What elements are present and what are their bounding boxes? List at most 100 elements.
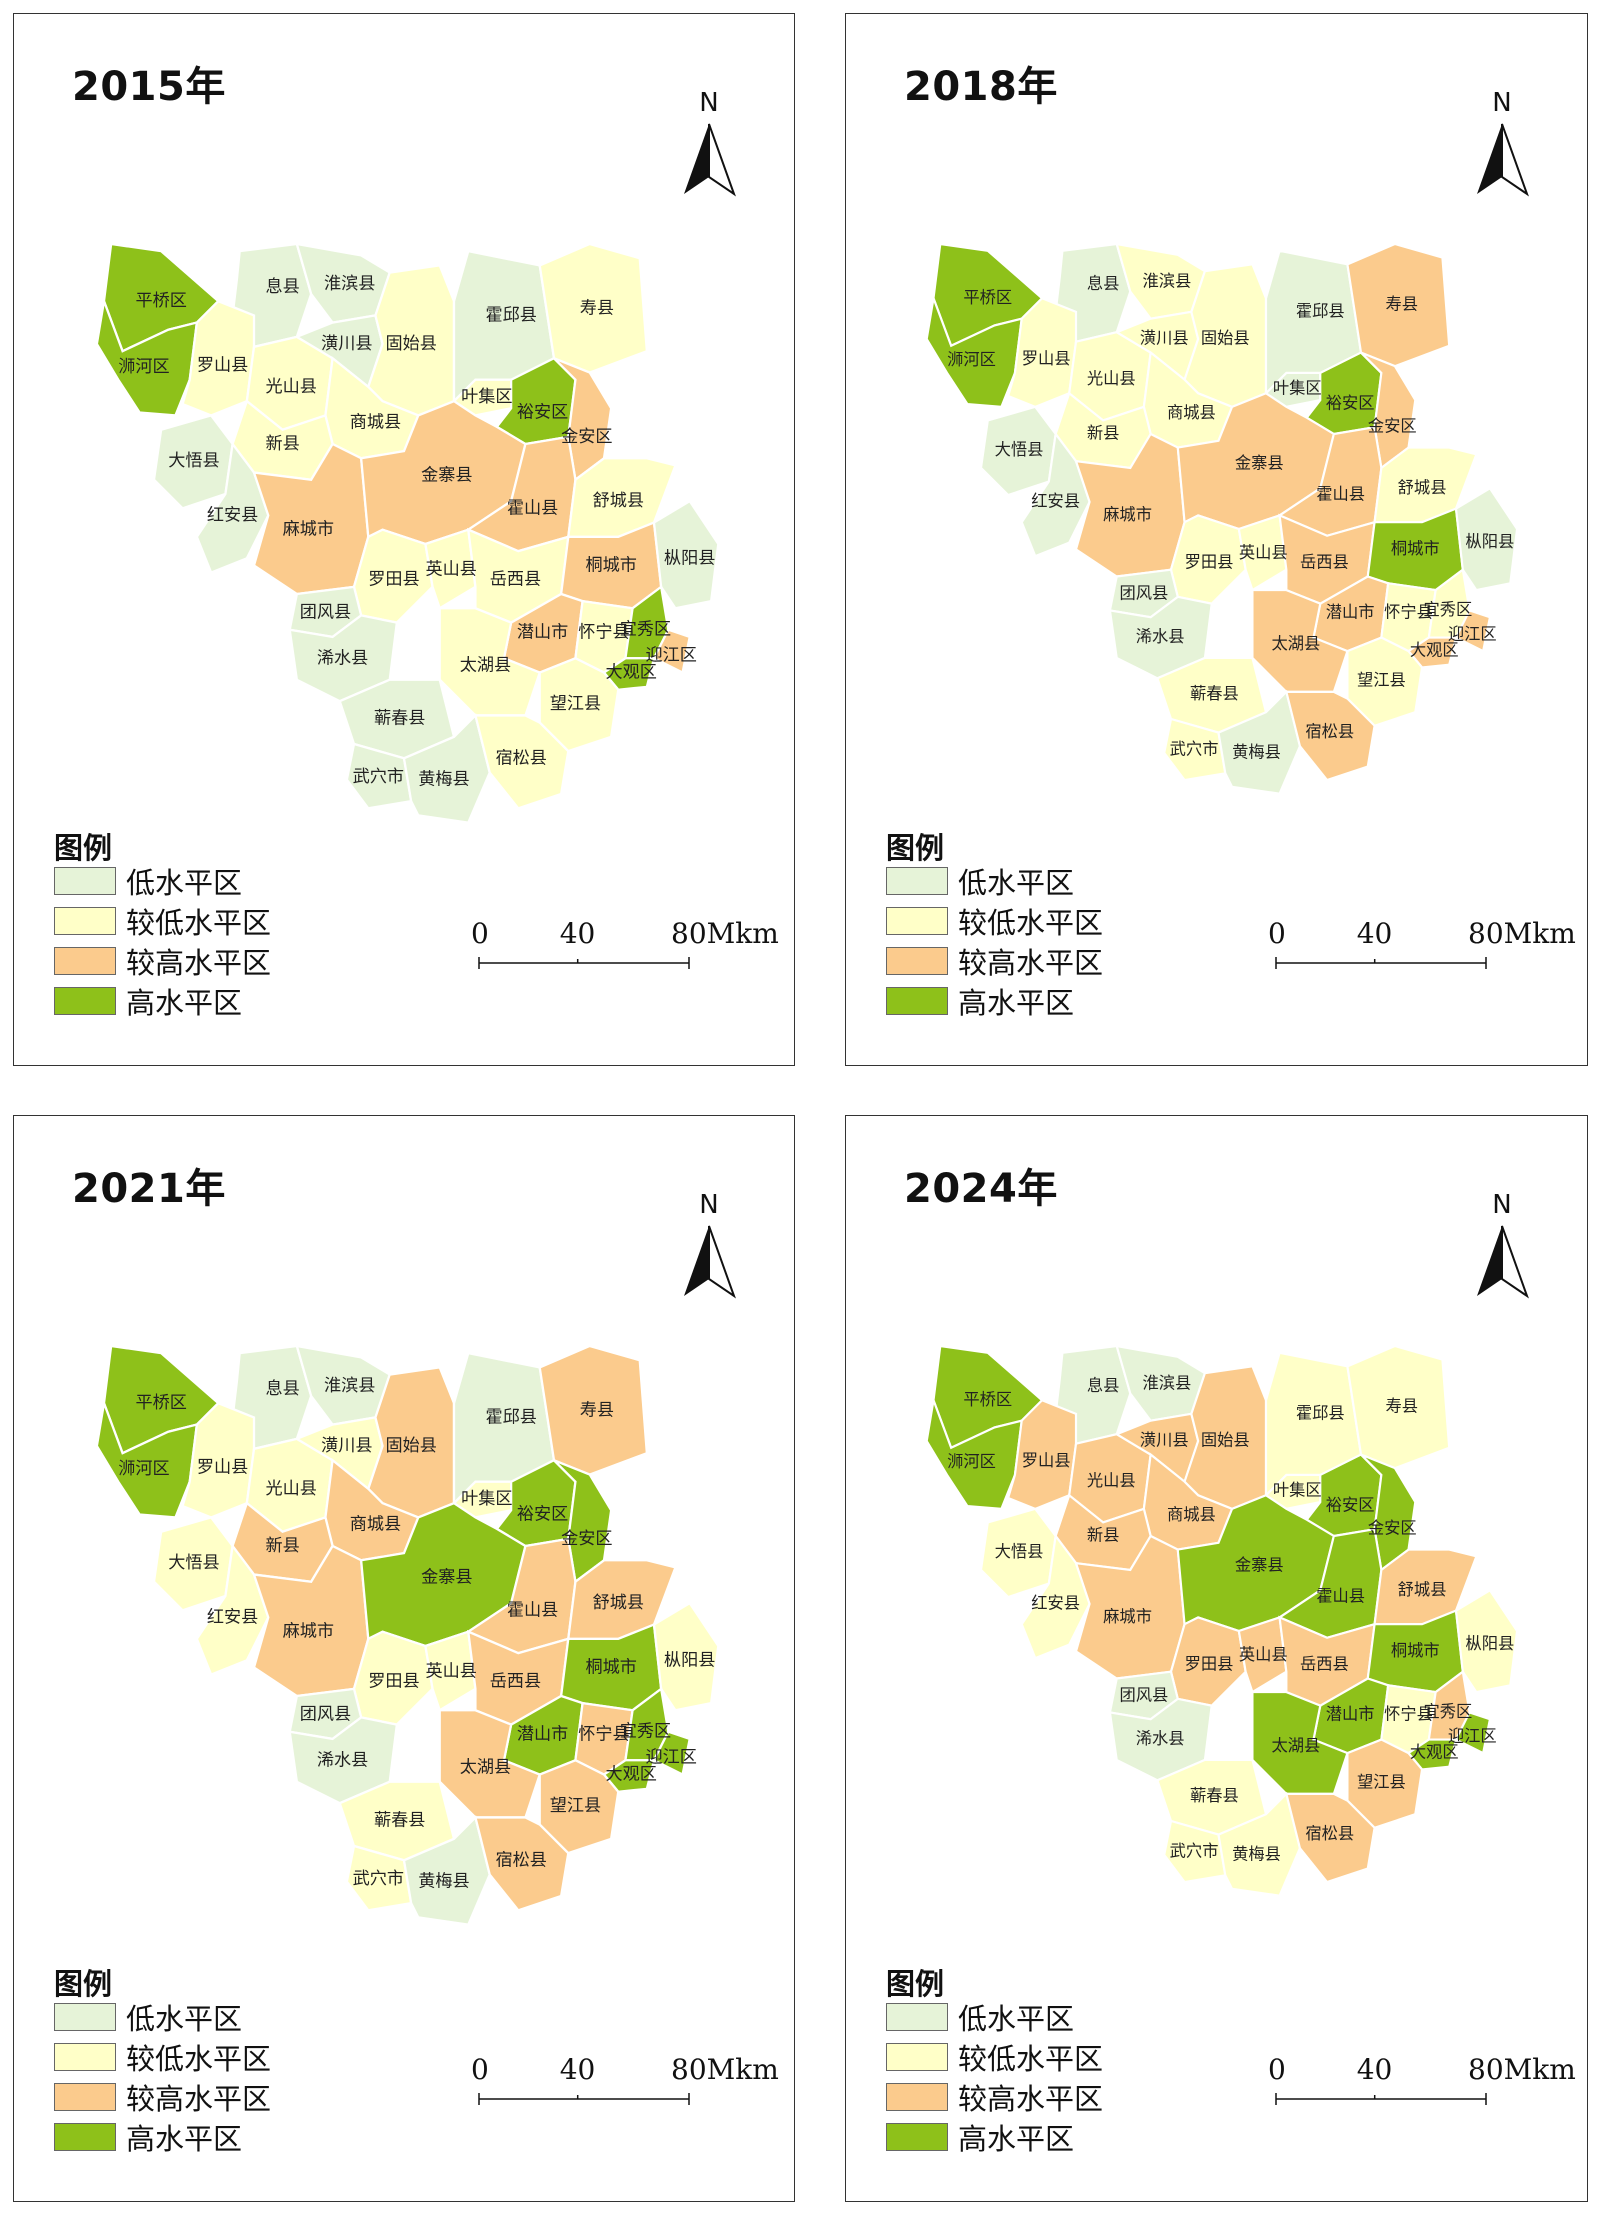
county-label: 金安区 [561,1529,612,1549]
county-label: 霍山县 [1316,1587,1365,1606]
north-label: N [699,1191,718,1220]
county-label: 霍邱县 [485,305,536,325]
county-label: 怀宁县 [1384,603,1433,622]
county-label: 新县 [1087,1526,1120,1545]
county-label: 桐城市 [585,1657,636,1677]
north-arrow-icon: N [1477,1191,1529,1299]
county-label: 大悟县 [995,1542,1044,1561]
county-label: 麻城市 [283,1622,334,1642]
county-label: 枞阳县 [1466,1634,1515,1653]
county-label: 武穴市 [353,1869,404,1889]
county-region-英山县 [1237,513,1288,592]
county-label: 光山县 [265,377,316,397]
county-label: 寿县 [1385,295,1418,314]
county-region-黄梅县 [1217,1791,1302,1897]
scale-tick-label: 40 [559,2053,596,2086]
legend-item-high: 高水平区 [886,985,1074,1020]
legend-label: 高水平区 [958,2122,1075,2156]
north-arrow-icon: N [684,89,736,197]
county-label: 英山县 [425,1662,476,1682]
county-label: 罗田县 [368,570,419,590]
map-year-title: 2024年 [904,1166,1058,1212]
county-label: 叶集区 [1273,379,1322,398]
county-region-浉河区 [925,294,1023,409]
county-label: 潜山市 [517,623,568,643]
county-label: 平桥区 [135,1393,186,1413]
map-panel-2015: 2015年 N 平桥区 浉河区 息县 淮滨县 罗山县 光山县 潢川县 固始县 霍邱县 寿县 叶集区 裕安区… [13,13,795,1066]
county-label: 霍邱县 [1296,301,1345,320]
county-label: 望江县 [550,694,601,714]
county-label: 岳西县 [1300,552,1349,571]
legend-label: 较低水平区 [958,906,1104,940]
county-label: 大观区 [1410,1743,1459,1762]
county-label: 潢川县 [1140,329,1189,348]
county-label: 金寨县 [421,1567,472,1587]
county-label: 寿县 [1385,1397,1418,1416]
county-label: 红安县 [1031,1593,1080,1612]
county-label: 罗田县 [1185,1654,1234,1673]
legend-swatch [886,867,948,895]
county-label: 裕安区 [1326,1496,1375,1515]
legend-swatch [886,2043,948,2071]
county-label: 金寨县 [1235,1555,1284,1574]
county-label: 商城县 [350,413,401,433]
legend-title: 图例 [886,831,945,865]
county-label: 红安县 [207,505,258,525]
county-label: 舒城县 [593,491,644,511]
legend-label: 低水平区 [958,2002,1075,2036]
county-region-枞阳县 [1454,1588,1519,1694]
county-label: 裕安区 [517,403,568,423]
legend-label: 较低水平区 [958,2042,1104,2076]
scale-tick-label: 0 [471,2053,489,2086]
county-label: 大观区 [605,1765,656,1785]
county-region-黄梅县 [402,1815,491,1926]
county-label: 浠水县 [317,648,368,668]
north-label: N [699,89,718,118]
county-region-武穴市 [1163,717,1227,782]
county-label: 潜山市 [1326,1705,1375,1724]
county-label: 红安县 [1031,491,1080,510]
legend-item-low: 低水平区 [54,2001,242,2036]
legend-label: 较低水平区 [126,906,272,940]
county-region-枞阳县 [652,499,720,610]
county-label: 平桥区 [963,1390,1012,1409]
county-label: 罗田县 [1185,552,1234,571]
legend-label: 低水平区 [126,866,243,900]
county-label: 金安区 [1368,1519,1417,1538]
county-label: 英山县 [1239,1645,1288,1664]
county-label: 蕲春县 [1190,1786,1239,1805]
map-year-title: 2021年 [72,1166,226,1212]
legend-swatch [54,2003,116,2031]
county-label: 固始县 [385,334,436,354]
county-label: 罗田县 [368,1672,419,1692]
legend-title: 图例 [54,831,113,865]
county-label: 罗山县 [197,355,248,375]
county-region-迎江区 [652,1730,692,1777]
legend-item-low: 低水平区 [886,2001,1074,2036]
county-label: 宿松县 [1305,1824,1354,1843]
county-region-浠水县 [1108,1697,1213,1782]
county-label: 岳西县 [490,1672,541,1692]
legend-item-low: 低水平区 [886,865,1074,900]
legend-item-high: 高水平区 [886,2121,1074,2156]
county-label: 迎江区 [1448,624,1497,643]
county-label: 潢川县 [1140,1431,1189,1450]
legend-swatch [54,2043,116,2071]
county-region-浉河区 [95,296,199,417]
county-label: 平桥区 [963,288,1012,307]
county-label: 武穴市 [353,767,404,787]
county-region-浠水县 [1108,595,1213,680]
county-label: 麻城市 [1103,1607,1152,1626]
scale-bar [478,2093,690,2105]
county-label: 裕安区 [517,1505,568,1525]
legend-title: 图例 [54,1967,113,2001]
scale-bar [478,957,690,969]
county-region-宿松县 [1284,1792,1376,1884]
county-label: 潜山市 [1326,603,1375,622]
county-label: 潢川县 [321,1436,372,1456]
county-label: 太湖县 [460,655,511,675]
county-label: 霍山县 [1316,485,1365,504]
legend-item-low: 低水平区 [54,865,242,900]
county-label: 麻城市 [1103,505,1152,524]
county-label: 浠水县 [317,1750,368,1770]
